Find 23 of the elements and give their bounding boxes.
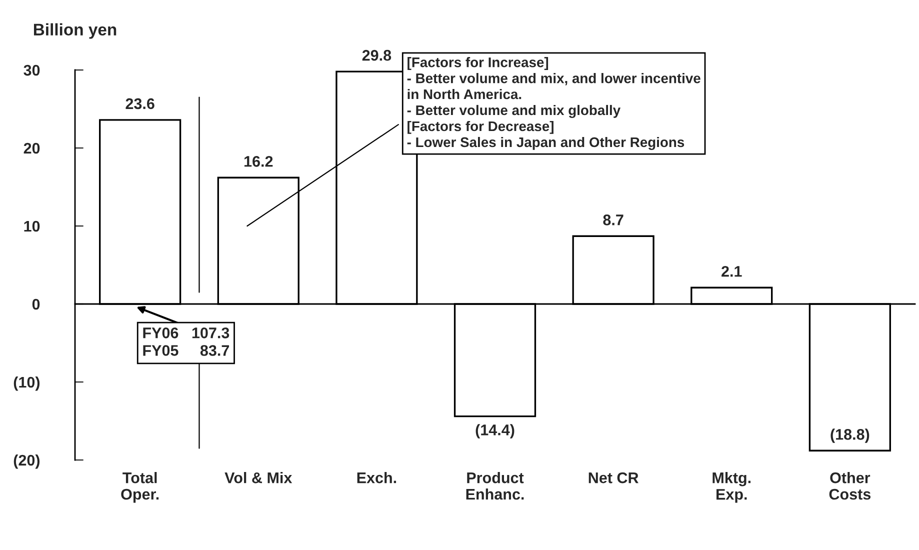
data-label: 8.7 [603, 214, 624, 226]
y-tick-label: 20 [24, 142, 40, 154]
x-tick-label: Product Enhanc. [466, 472, 524, 500]
x-tick-label: Net CR [588, 472, 638, 484]
data-label: 2.1 [722, 266, 742, 277]
y-tick-label: (10) [14, 376, 40, 391]
x-tick-label: Mktg. Exp. [712, 472, 751, 503]
annotation: [Factors for Increase] - Better volume and mix, and lower incentive in North America. - Better volume and mix globally [Factors for Decrease] - Lower Sales in Japan and Other Regions [407, 57, 700, 150]
data-label: 29.8 [362, 50, 392, 61]
y-tick-label: 10 [24, 220, 40, 232]
data-label: (14.4) [476, 424, 514, 438]
x-tick-label: Exch. [357, 472, 396, 484]
data-label: (18.8) [830, 428, 870, 443]
y-axis-title: Billion yen [34, 23, 116, 39]
y-tick-label: (20) [14, 454, 40, 469]
data-label: 16.2 [244, 156, 273, 167]
x-tick-label: Total Oper. [121, 472, 159, 503]
data-label: 23.6 [126, 98, 154, 110]
annotation: FY06 107.3 FY05 83.7 [143, 328, 230, 356]
y-tick-label: 30 [24, 64, 40, 76]
x-tick-label: Vol & Mix [224, 472, 292, 484]
x-tick-label: Other Costs [829, 472, 871, 500]
y-tick-label: 0 [32, 298, 40, 310]
